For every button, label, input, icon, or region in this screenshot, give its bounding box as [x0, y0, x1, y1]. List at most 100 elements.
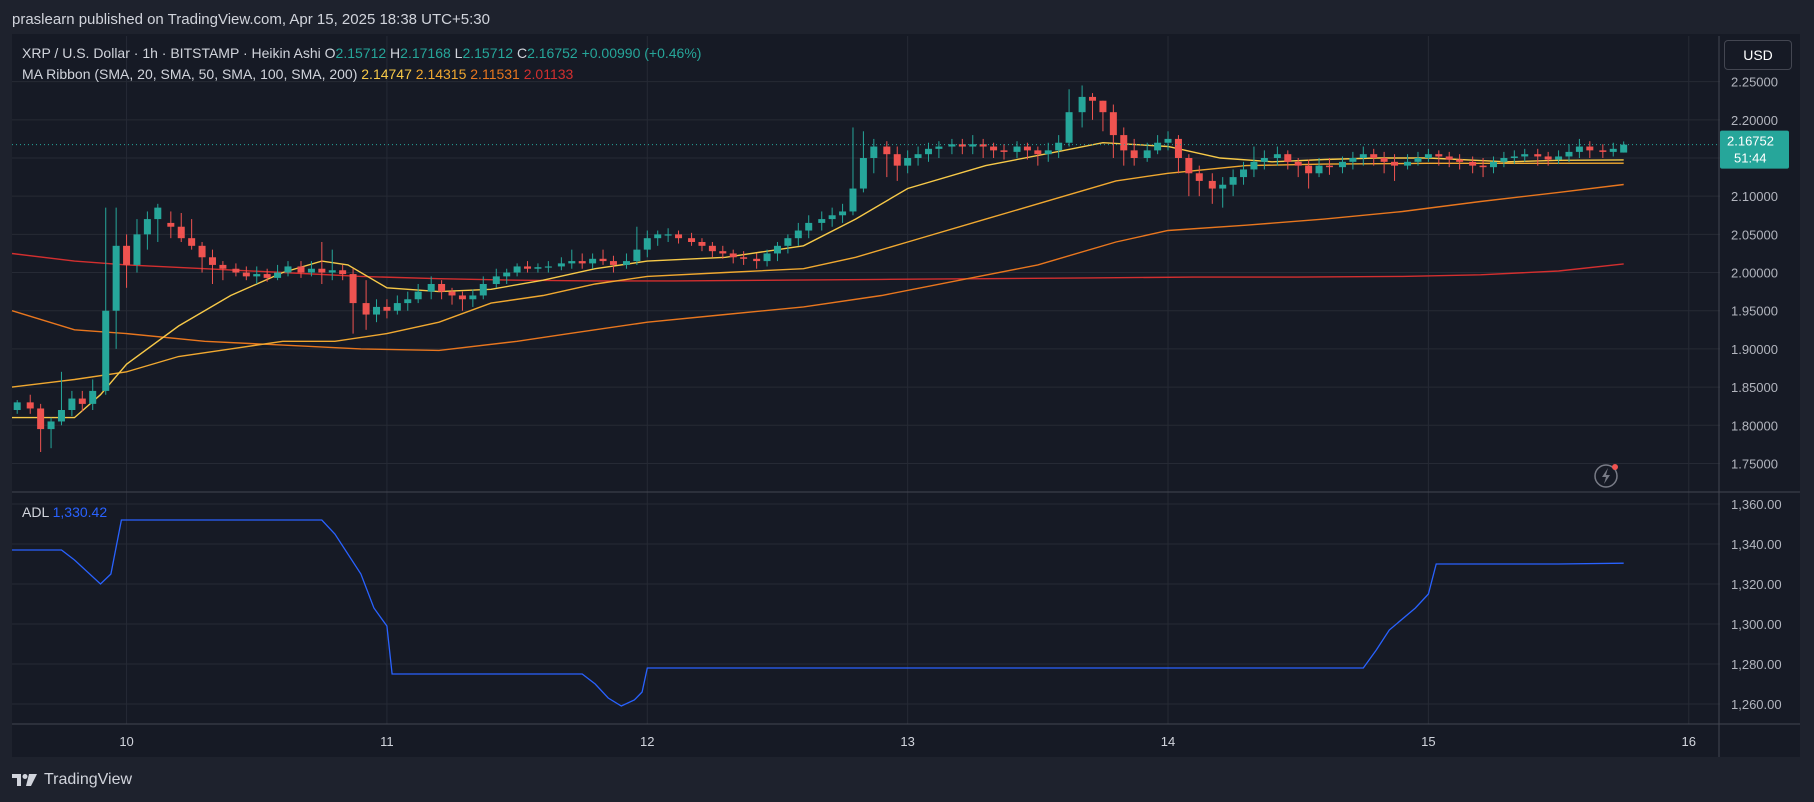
- candle: [753, 253, 761, 269]
- candle: [763, 249, 771, 267]
- tradingview-brand[interactable]: TradingView: [12, 771, 132, 789]
- candle: [1521, 148, 1529, 162]
- candle-body: [609, 261, 617, 265]
- candle-body: [1260, 158, 1268, 162]
- candle: [297, 261, 305, 278]
- candle-body: [349, 274, 357, 304]
- candle: [133, 219, 141, 273]
- candle: [729, 249, 737, 264]
- candle-body: [578, 261, 586, 264]
- candle: [1044, 142, 1052, 162]
- candle: [914, 146, 922, 166]
- candle: [208, 249, 216, 284]
- lightning-icon-ring: [1594, 464, 1618, 488]
- candle: [1349, 151, 1357, 170]
- ma-line-sma-20: [12, 141, 1624, 419]
- candle-body: [102, 310, 110, 391]
- ma-line-sma-100: [11, 183, 1624, 352]
- candle: [1065, 89, 1073, 147]
- candle: [1424, 148, 1432, 162]
- candle-body: [1414, 158, 1422, 162]
- candle: [89, 379, 97, 410]
- candle-body: [1510, 156, 1518, 158]
- price-tick-label: 2.20000: [1731, 113, 1778, 128]
- candle: [1305, 159, 1313, 189]
- candle-body: [1164, 138, 1172, 143]
- candle: [112, 207, 120, 349]
- legend-ma-value: 2.11531: [470, 66, 523, 82]
- candle-body: [13, 402, 21, 410]
- candle: [849, 127, 857, 216]
- candle: [784, 234, 792, 254]
- candle: [1219, 177, 1227, 208]
- candle: [609, 255, 617, 273]
- candle-body: [1469, 161, 1477, 166]
- candle: [622, 253, 630, 269]
- candle-body: [633, 249, 641, 262]
- candle-body: [1044, 150, 1052, 155]
- candle: [589, 253, 597, 269]
- candle: [979, 138, 987, 158]
- candle-body: [143, 219, 151, 235]
- candle-body: [1404, 161, 1412, 166]
- candle: [427, 276, 435, 300]
- candle-body: [1370, 154, 1378, 158]
- candle: [1445, 151, 1453, 168]
- candle: [37, 403, 45, 452]
- candle: [1325, 158, 1333, 175]
- candle: [68, 390, 76, 417]
- candle-body: [990, 146, 998, 151]
- candle-body: [78, 398, 86, 404]
- chart-panel[interactable]: [12, 34, 1800, 757]
- candle: [1240, 161, 1248, 185]
- candle: [1586, 141, 1594, 158]
- legend-close-value: 2.16752: [527, 45, 582, 61]
- candle: [362, 280, 370, 330]
- candle-body: [307, 268, 315, 273]
- countdown-label: 51:44: [1734, 151, 1767, 166]
- lightning-icon-bolt: [1602, 468, 1610, 484]
- time-tick-label: 10: [119, 734, 133, 749]
- adl-tick-label: 1,340.00: [1731, 537, 1782, 552]
- candle-body: [458, 295, 466, 300]
- candle: [1099, 100, 1107, 132]
- candle-body: [492, 276, 500, 284]
- adl-tick-label: 1,300.00: [1731, 617, 1782, 632]
- candle: [414, 284, 422, 304]
- legend-open-label: O: [325, 45, 336, 61]
- candle: [349, 268, 357, 334]
- candle-body: [177, 226, 185, 239]
- candle-body: [1013, 146, 1021, 152]
- candle: [448, 287, 456, 305]
- candle: [1055, 135, 1063, 158]
- currency-button[interactable]: USD: [1724, 40, 1792, 70]
- legend-ma-label: MA Ribbon (SMA, 20, SMA, 50, SMA, 100, S…: [22, 66, 361, 82]
- candle-body: [89, 390, 97, 404]
- candle-body: [1078, 96, 1086, 113]
- candle: [102, 207, 110, 395]
- candle-body: [794, 230, 802, 239]
- candle: [1208, 173, 1216, 204]
- candle-body: [719, 251, 727, 254]
- price-tick-label: 2.05000: [1731, 227, 1778, 242]
- candle: [654, 230, 662, 246]
- candle: [284, 261, 292, 277]
- candle-body: [219, 264, 227, 269]
- candle-body: [849, 188, 857, 212]
- candle-body: [112, 245, 120, 311]
- candle: [404, 291, 412, 311]
- candle: [503, 268, 511, 284]
- lightning-icon[interactable]: [1594, 464, 1618, 488]
- candle: [633, 226, 641, 265]
- candle-body: [438, 284, 446, 292]
- candle-body: [839, 211, 847, 216]
- candle: [818, 211, 826, 231]
- candle-body: [469, 295, 477, 300]
- legend-symbol: XRP / U.S. Dollar · 1h · BITSTAMP · Heik…: [22, 45, 325, 61]
- candle-body: [1109, 112, 1117, 136]
- adl-axis: 1,260.00 1,280.00 1,300.00 1,320.00 1,340.00…: [1731, 497, 1782, 712]
- candle-body: [253, 274, 261, 277]
- candle: [492, 268, 500, 288]
- last-price-badge: [1720, 130, 1789, 169]
